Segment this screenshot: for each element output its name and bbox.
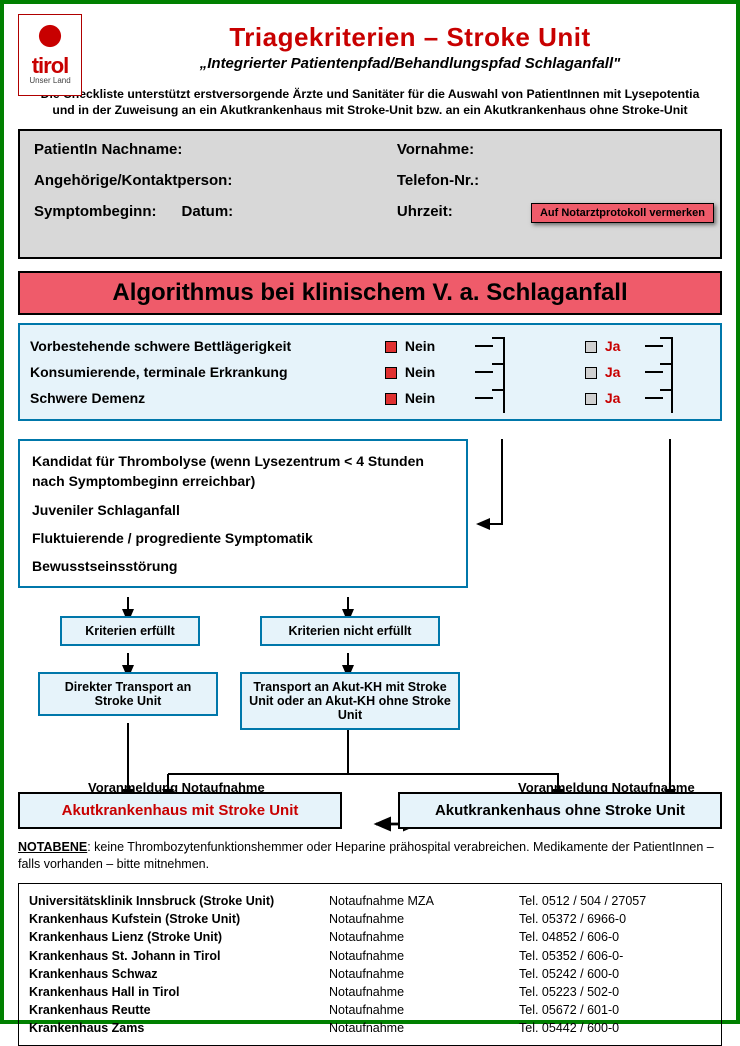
page-subtitle: „Integrierter Patientenpfad/Behandlungsp… [98,55,722,72]
intro-line1: Die Checkliste unterstützt erstversorgen… [41,87,700,101]
hosp-tel: Tel. 05242 / 600-0 [519,965,711,983]
hosp-name: Krankenhaus Zams [29,1019,329,1037]
eagle-icon [30,18,70,54]
hosp-name: Krankenhaus Hall in Tirol [29,983,329,1001]
flow-area: Kriterien erfüllt Kriterien nicht erfüll… [18,592,722,792]
result-ohne-stroke: Akutkrankenhaus ohne Stroke Unit [398,792,722,829]
checkbox-ja-icon[interactable] [585,367,597,379]
label-kontakt: Angehörige/Kontaktperson: [34,172,397,189]
crit-l1: Kandidat für Thrombolyse (wenn Lysezentr… [32,451,454,492]
label-nachname: PatientIn Nachname: [34,141,397,158]
crit-l2: Juveniler Schlaganfall [32,500,454,520]
hosp-name: Krankenhaus Reutte [29,1001,329,1019]
logo-tag: Unser Land [19,76,81,85]
nein-label: Nein [405,390,435,406]
intro-text: Die Checkliste unterstützt erstversorgen… [18,86,722,119]
result-mit-stroke: Akutkrankenhaus mit Stroke Unit [18,792,342,829]
hosp-tel: Tel. 05672 / 601-0 [519,1001,711,1019]
hosp-dept: Notaufnahme [329,1019,519,1037]
hosp-tel: Tel. 04852 / 606-0 [519,928,711,946]
hosp-dept: Notaufnahme [329,947,519,965]
notabene-label: NOTABENE [18,840,87,854]
crit-l3: Fluktuierende / progrediente Symptomatik [32,528,454,548]
crit-l4: Bewusstseinsstörung [32,556,454,576]
nein-label: Nein [405,338,435,354]
excl-item: Vorbestehende schwere Bettlägerigkeit [30,338,385,354]
header: Triagekriterien – Stroke Unit „Integrier… [98,22,722,72]
algo-banner: Algorithmus bei klinischem V. a. Schlaga… [18,271,722,315]
box-transport-akut: Transport an Akut-KH mit Stroke Unit ode… [240,672,460,730]
hosp-dept: Notaufnahme MZA [329,892,519,910]
exclusion-box: Vorbestehende schwere Bettlägerigkeit Ne… [18,323,722,421]
checkbox-ja-icon[interactable] [585,341,597,353]
page-title: Triagekriterien – Stroke Unit [98,22,722,53]
excl-item: Konsumierende, terminale Erkrankung [30,364,385,380]
hosp-dept: Notaufnahme [329,1001,519,1019]
tirol-logo: tirol Unser Land [18,14,82,96]
ja-label: Ja [605,390,621,406]
notabene: NOTABENE: keine Thrombozytenfunktionshem… [18,839,722,873]
hospital-list: Universitätsklinik Innsbruck (Stroke Uni… [18,883,722,1046]
checkbox-nein-icon[interactable] [385,367,397,379]
note-badge: Auf Notarztprotokoll vermerken [531,203,714,223]
intro-line2: und in der Zuweisung an ein Akutkrankenh… [52,103,687,117]
label-tel: Telefon-Nr.: [397,172,706,189]
page: tirol Unser Land Triagekriterien – Strok… [0,0,740,1024]
nein-label: Nein [405,364,435,380]
hosp-name: Universitätsklinik Innsbruck (Stroke Uni… [29,892,329,910]
hosp-dept: Notaufnahme [329,910,519,928]
label-vornahme: Vornahme: [397,141,706,158]
criteria-box: Kandidat für Thrombolyse (wenn Lysezentr… [18,439,468,588]
logo-brand: tirol [19,56,81,76]
hosp-name: Krankenhaus St. Johann in Tirol [29,947,329,965]
checkbox-nein-icon[interactable] [385,393,397,405]
ja-label: Ja [605,364,621,380]
hosp-dept: Notaufnahme [329,965,519,983]
box-direkter-transport: Direkter Transport an Stroke Unit [38,672,218,716]
hosp-tel: Tel. 05352 / 606-0- [519,947,711,965]
checkbox-ja-icon[interactable] [585,393,597,405]
ja-label: Ja [605,338,621,354]
hosp-dept: Notaufnahme [329,983,519,1001]
hosp-tel: Tel. 05223 / 502-0 [519,983,711,1001]
hosp-tel: Tel. 0512 / 504 / 27057 [519,892,711,910]
patient-box: PatientIn Nachname: Vornahme: Angehörige… [18,129,722,259]
notabene-text: : keine Thrombozytenfunktionshemmer oder… [18,840,714,871]
hosp-tel: Tel. 05442 / 600-0 [519,1019,711,1037]
hosp-name: Krankenhaus Kufstein (Stroke Unit) [29,910,329,928]
box-kriterien-erfuellt: Kriterien erfüllt [60,616,200,646]
label-symptombeginn: Symptombeginn: [34,203,157,220]
label-datum: Datum: [182,203,234,220]
excl-item: Schwere Demenz [30,390,385,406]
hosp-tel: Tel. 05372 / 6966-0 [519,910,711,928]
hosp-dept: Notaufnahme [329,928,519,946]
hosp-name: Krankenhaus Lienz (Stroke Unit) [29,928,329,946]
result-row: Akutkrankenhaus mit Stroke Unit Akutkran… [18,792,722,829]
checkbox-nein-icon[interactable] [385,341,397,353]
hosp-name: Krankenhaus Schwaz [29,965,329,983]
box-kriterien-nicht: Kriterien nicht erfüllt [260,616,440,646]
